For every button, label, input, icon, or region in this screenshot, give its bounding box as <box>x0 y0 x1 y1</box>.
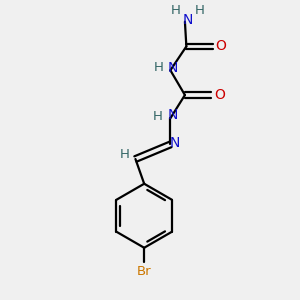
Text: H: H <box>119 148 129 161</box>
Text: H: H <box>171 4 181 16</box>
Text: N: N <box>169 136 180 150</box>
Text: O: O <box>214 88 225 102</box>
Text: Br: Br <box>137 265 152 278</box>
Text: N: N <box>168 61 178 75</box>
Text: H: H <box>194 4 204 16</box>
Text: N: N <box>183 13 193 27</box>
Text: O: O <box>215 39 226 53</box>
Text: N: N <box>167 108 178 122</box>
Text: H: H <box>154 61 164 74</box>
Text: H: H <box>152 110 162 123</box>
